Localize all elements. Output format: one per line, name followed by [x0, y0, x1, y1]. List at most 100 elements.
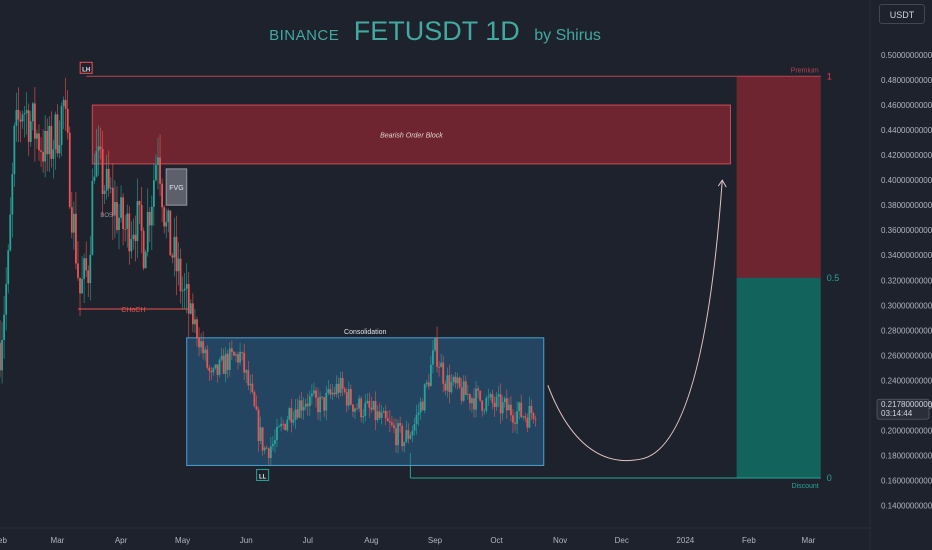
candle-body [31, 103, 34, 122]
price-tick-label: 0.2600000000 [881, 351, 932, 360]
lh-tag-box [79, 61, 93, 74]
candle-body [40, 150, 42, 152]
time-tick-label: Feb [0, 536, 7, 545]
time-tick-label: Dec [615, 536, 629, 545]
candle-body [222, 355, 225, 374]
candle-body [144, 251, 147, 269]
price-tick-label: 0.4200000000 [881, 151, 932, 160]
candle-body [391, 422, 393, 426]
candle-body [99, 146, 102, 149]
candle-body [510, 404, 512, 416]
candle-body [204, 349, 207, 354]
candle-body [522, 416, 525, 418]
candle-body [216, 364, 219, 375]
candle-body [224, 353, 227, 374]
candle-body [516, 411, 518, 424]
candle-body [366, 400, 369, 403]
candle-body [233, 351, 235, 356]
ll-tag-label: LL [259, 474, 267, 480]
candle-body [345, 391, 348, 406]
candle-body [499, 394, 502, 414]
candle-body [376, 411, 379, 421]
candle-body [251, 383, 254, 393]
candle-body [194, 319, 196, 325]
candle-body [148, 211, 151, 226]
projection-curve [547, 180, 723, 462]
candle-body [475, 388, 477, 410]
candle-body [259, 427, 262, 441]
time-tick-label: Feb [742, 536, 756, 545]
candle-body [329, 389, 332, 395]
candle-body [489, 394, 492, 398]
candle-body [473, 398, 475, 410]
candle-body [230, 348, 233, 352]
candle-body [471, 398, 473, 404]
candle-body [323, 397, 326, 411]
candle-body [456, 377, 459, 384]
candle-body [520, 402, 523, 417]
candle-body [360, 398, 363, 418]
candle-body [265, 447, 268, 449]
candle-body [388, 421, 391, 423]
candle-body [339, 377, 342, 393]
price-tick-label: 0.4000000000 [881, 176, 932, 185]
chart-watermark: BINANCE FETUSDT 1D by Shirus [0, 16, 870, 47]
candle-body [282, 423, 285, 425]
watermark-symbol: FETUSDT 1D [354, 16, 520, 46]
candle-body [44, 130, 47, 162]
last-price-value: 0.2178000000 [881, 400, 932, 409]
candle-body [354, 408, 356, 412]
candle-body [464, 381, 467, 395]
candle-body [432, 350, 434, 365]
time-tick-label: Nov [553, 536, 567, 545]
candle-body [206, 349, 209, 368]
candle-body [300, 400, 303, 411]
candle-body [325, 392, 328, 411]
candle-body [481, 400, 484, 411]
candle-body [276, 426, 278, 441]
candle-body [77, 263, 79, 278]
candle-body [75, 213, 77, 264]
candle-body [442, 362, 445, 384]
price-tick-label: 0.4400000000 [881, 126, 932, 135]
candle-body [68, 132, 71, 208]
candle-body [327, 389, 330, 393]
candle-body [483, 410, 486, 412]
fib-level-label: 0 [827, 473, 832, 483]
candle-body [358, 398, 360, 409]
candle-body [364, 402, 367, 417]
candle-body [7, 250, 10, 285]
candle-body [212, 368, 215, 373]
candle-body [85, 258, 88, 271]
candle-body [103, 190, 106, 195]
candle-body [21, 114, 24, 122]
candle-body [177, 258, 180, 272]
price-tick-label: 0.3600000000 [881, 226, 932, 235]
candle-body [214, 364, 217, 369]
time-tick-label: Jul [303, 536, 313, 545]
candle-body [425, 382, 428, 385]
candle-body [372, 401, 375, 410]
candle-body [241, 352, 244, 353]
candle-body [446, 375, 449, 391]
candle-body [17, 109, 20, 120]
candle-body [208, 367, 211, 371]
candle-body [417, 412, 420, 415]
candle-body [310, 393, 313, 397]
time-tick-label: Mar [802, 536, 816, 545]
ll-tag-box [256, 468, 270, 481]
candle-body [253, 392, 256, 407]
candle-body [292, 419, 295, 423]
candle-body [462, 381, 465, 401]
candle-body [50, 125, 53, 159]
candle-body [315, 390, 317, 398]
candle-body [286, 419, 289, 431]
candle-body [280, 423, 283, 427]
candle-body [501, 402, 504, 414]
candle-body [235, 354, 237, 356]
fib-level-label: 0.5 [827, 273, 840, 283]
candle-body [161, 183, 163, 208]
currency-button[interactable]: USDT [879, 4, 925, 24]
